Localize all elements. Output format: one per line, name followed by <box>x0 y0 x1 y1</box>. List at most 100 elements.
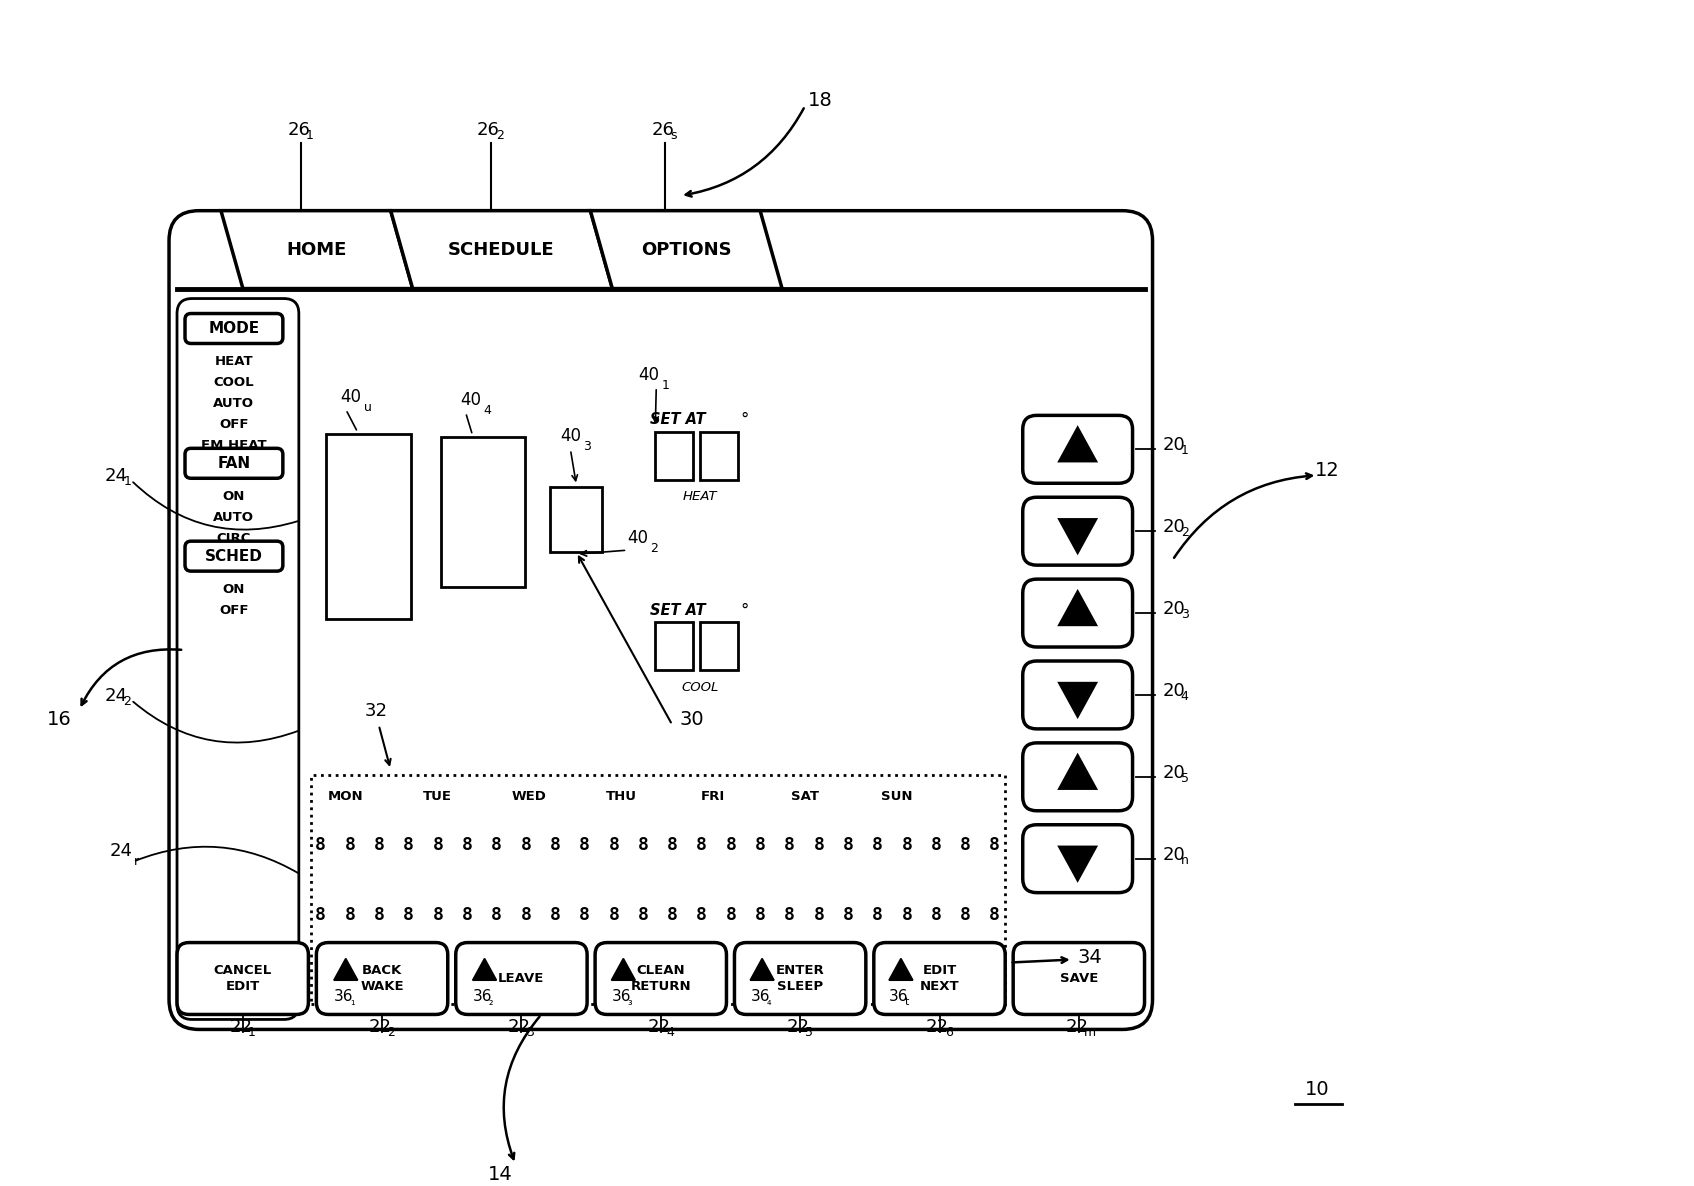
Text: 8: 8 <box>637 836 649 854</box>
Text: 8: 8 <box>579 836 590 854</box>
Text: 4: 4 <box>483 404 491 417</box>
Text: 24: 24 <box>105 467 127 485</box>
Text: 8: 8 <box>374 906 385 924</box>
Text: SUN: SUN <box>881 790 913 803</box>
Text: 14: 14 <box>488 1165 513 1184</box>
Text: 40: 40 <box>461 391 481 409</box>
Polygon shape <box>391 211 612 288</box>
Text: EDIT
NEXT: EDIT NEXT <box>920 964 959 993</box>
Text: 8: 8 <box>344 906 356 924</box>
Polygon shape <box>1059 683 1096 716</box>
Text: 20: 20 <box>1162 518 1184 536</box>
Text: CANCEL
EDIT: CANCEL EDIT <box>213 964 271 993</box>
Bar <box>325 434 410 619</box>
Text: 8: 8 <box>960 836 971 854</box>
Text: 5: 5 <box>805 1026 813 1039</box>
Text: 36: 36 <box>473 989 493 1005</box>
Text: 22: 22 <box>927 1019 949 1037</box>
Text: HOME: HOME <box>286 241 347 259</box>
Text: AUTO: AUTO <box>213 511 254 524</box>
Text: 8: 8 <box>374 836 385 854</box>
Text: ₁: ₁ <box>349 997 354 1007</box>
Bar <box>700 623 739 670</box>
Text: COOL: COOL <box>681 681 718 694</box>
Polygon shape <box>220 211 413 288</box>
Text: 3: 3 <box>527 1026 534 1039</box>
Text: s: s <box>671 129 678 142</box>
Text: 8: 8 <box>551 836 561 854</box>
Text: 40: 40 <box>561 427 581 445</box>
Text: EM HEAT: EM HEAT <box>202 439 266 452</box>
Text: 8: 8 <box>696 836 706 854</box>
Text: 8: 8 <box>989 836 999 854</box>
Text: 34: 34 <box>1077 948 1103 967</box>
Text: 8: 8 <box>315 906 327 924</box>
Polygon shape <box>889 958 913 980</box>
FancyBboxPatch shape <box>874 943 1005 1014</box>
FancyBboxPatch shape <box>185 541 283 572</box>
Text: ON: ON <box>222 582 246 595</box>
Polygon shape <box>1059 847 1096 881</box>
Text: TUE: TUE <box>424 790 452 803</box>
Text: 22: 22 <box>369 1019 391 1037</box>
Polygon shape <box>1059 427 1096 461</box>
Polygon shape <box>1059 519 1096 553</box>
Bar <box>656 623 693 670</box>
Polygon shape <box>1059 754 1096 789</box>
Text: 8: 8 <box>403 836 413 854</box>
Text: 1: 1 <box>307 129 313 142</box>
Text: ON: ON <box>222 490 246 503</box>
Text: SCHED: SCHED <box>205 549 263 563</box>
Text: 36: 36 <box>750 989 769 1005</box>
Text: FAN: FAN <box>217 455 251 471</box>
Text: 26: 26 <box>288 121 310 139</box>
Text: HEAT: HEAT <box>683 490 718 503</box>
Text: WED: WED <box>512 790 547 803</box>
Text: SAVE: SAVE <box>1060 973 1098 986</box>
Text: ₄: ₄ <box>766 997 771 1007</box>
Text: 8: 8 <box>637 906 649 924</box>
Text: 8: 8 <box>608 836 620 854</box>
Text: OFF: OFF <box>219 604 249 617</box>
Polygon shape <box>750 958 774 980</box>
Text: u: u <box>364 401 371 414</box>
Text: 8: 8 <box>872 906 883 924</box>
Text: 30: 30 <box>679 710 705 729</box>
FancyBboxPatch shape <box>176 943 308 1014</box>
Text: 8: 8 <box>725 836 737 854</box>
Text: 40: 40 <box>639 366 659 384</box>
Text: SET AT: SET AT <box>650 602 706 618</box>
Text: 8: 8 <box>551 906 561 924</box>
FancyBboxPatch shape <box>735 943 866 1014</box>
Text: ₂: ₂ <box>488 997 493 1007</box>
Polygon shape <box>473 958 496 980</box>
Text: 8: 8 <box>901 836 913 854</box>
Text: 8: 8 <box>813 836 825 854</box>
Text: 8: 8 <box>579 906 590 924</box>
Text: 8: 8 <box>432 906 444 924</box>
Text: MON: MON <box>329 790 364 803</box>
Text: 8: 8 <box>491 836 501 854</box>
Text: 8: 8 <box>667 836 678 854</box>
Text: °: ° <box>740 601 749 619</box>
Text: 2: 2 <box>1181 527 1189 540</box>
FancyBboxPatch shape <box>1023 661 1133 729</box>
Text: SET AT: SET AT <box>650 413 706 427</box>
Text: 22: 22 <box>1066 1019 1088 1037</box>
Text: m: m <box>1084 1026 1096 1039</box>
Text: 8: 8 <box>756 906 766 924</box>
FancyBboxPatch shape <box>1013 943 1145 1014</box>
Text: 6: 6 <box>945 1026 952 1039</box>
Text: 8: 8 <box>813 906 825 924</box>
Polygon shape <box>591 211 783 288</box>
Text: CLEAN
RETURN: CLEAN RETURN <box>630 964 691 993</box>
Text: 8: 8 <box>491 906 501 924</box>
FancyBboxPatch shape <box>1023 579 1133 648</box>
Text: 5: 5 <box>1181 772 1189 785</box>
FancyBboxPatch shape <box>169 211 1152 1029</box>
Text: 8: 8 <box>315 836 327 854</box>
Text: 22: 22 <box>647 1019 671 1037</box>
Text: 20: 20 <box>1162 682 1184 700</box>
Text: 24: 24 <box>105 687 127 704</box>
Text: 22: 22 <box>229 1019 252 1037</box>
